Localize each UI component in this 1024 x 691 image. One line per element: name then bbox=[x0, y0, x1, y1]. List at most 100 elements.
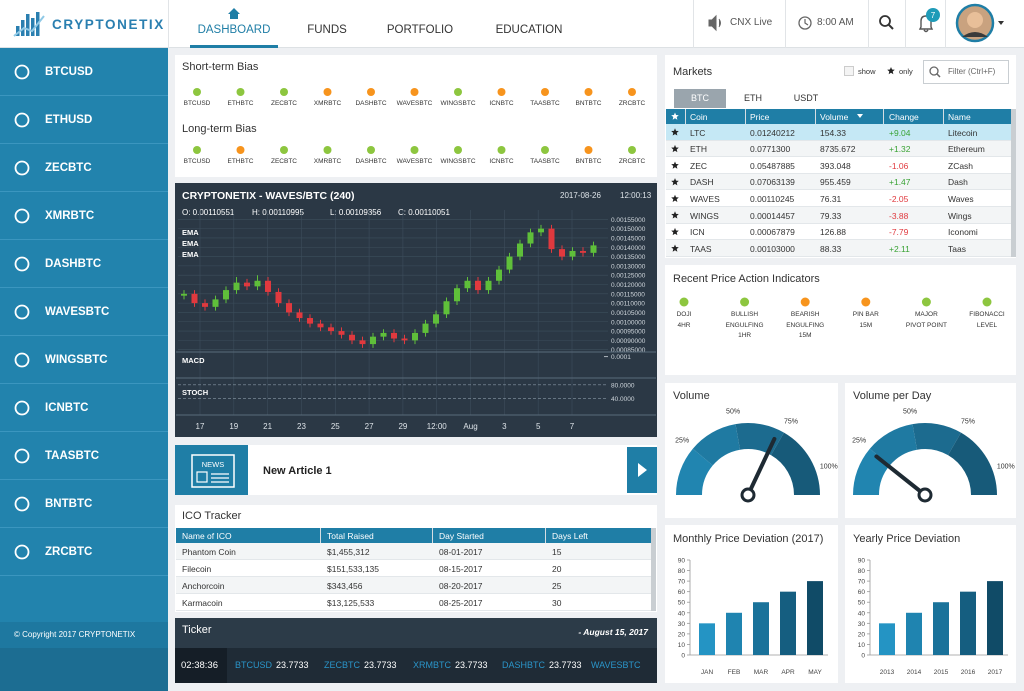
market-tab[interactable]: BTC bbox=[674, 89, 726, 108]
bias-panel bbox=[175, 55, 657, 177]
nav-item[interactable]: EDUCATION bbox=[495, 24, 563, 36]
sidebar-item[interactable]: ZRCBTC bbox=[0, 528, 168, 576]
gauge-title: Volume bbox=[673, 390, 710, 402]
ticker-item[interactable]: ZECBTC 23.7733 bbox=[324, 661, 397, 670]
market-row[interactable] bbox=[666, 223, 1011, 241]
bias-pair: BNTBTC bbox=[575, 100, 602, 107]
filter-placeholder: Filter (Ctrl+F) bbox=[948, 67, 996, 76]
y-tick-label: 0.0001 bbox=[611, 354, 631, 361]
ico-cell: Anchorcoin bbox=[182, 581, 225, 591]
nav-item[interactable]: DASHBOARD bbox=[197, 24, 271, 36]
market-cell: Taas bbox=[948, 243, 966, 254]
ticker-pair: BTCUSD bbox=[235, 660, 273, 670]
sidebar-item[interactable]: BTCUSD bbox=[0, 48, 168, 96]
candle-body bbox=[328, 327, 334, 332]
ticker-item[interactable]: XRMBTC 23.7733 bbox=[413, 661, 488, 670]
article-title[interactable]: New Article 1 bbox=[263, 465, 332, 477]
market-tab-label: ETH bbox=[744, 93, 762, 103]
y-tick-label: 0.00130000 bbox=[611, 263, 646, 270]
ticker-price: 23.7733 bbox=[455, 660, 488, 670]
indicator-label: ENGULFING bbox=[786, 321, 825, 329]
markets-column[interactable]: Name bbox=[948, 112, 971, 122]
sidebar-item[interactable]: WINGSBTC bbox=[0, 336, 168, 384]
candle-body bbox=[338, 331, 345, 335]
time-label: 8:00 AM bbox=[817, 17, 854, 28]
candle-body bbox=[202, 303, 208, 307]
ticker-item[interactable]: WAVESBTC bbox=[591, 661, 641, 670]
indicators-title: Recent Price Action Indicators bbox=[673, 273, 820, 285]
indicators-panel bbox=[665, 265, 1016, 375]
sidebar-item[interactable]: TAASBTC bbox=[0, 432, 168, 480]
markets-column[interactable]: Price bbox=[750, 112, 770, 122]
sidebar-item[interactable]: BNTBTC bbox=[0, 480, 168, 528]
sidebar-footer bbox=[0, 648, 168, 691]
ico-cell: $151,533,135 bbox=[327, 564, 379, 574]
market-cell: -3.88 bbox=[889, 210, 909, 221]
x-tick-label: 27 bbox=[365, 422, 374, 431]
macd-label: MACD bbox=[182, 356, 205, 365]
ico-row[interactable] bbox=[176, 577, 651, 594]
ticker-item[interactable]: BTCUSD 23.7733 bbox=[235, 661, 309, 670]
bias-pair: WINGSBTC bbox=[440, 158, 476, 165]
ticker-item[interactable]: DASHBTC 23.7733 bbox=[502, 661, 582, 670]
gauge-panel bbox=[845, 383, 1016, 518]
nav-item[interactable]: PORTFOLIO bbox=[386, 24, 454, 36]
sidebar-label: ICNBTC bbox=[45, 402, 89, 414]
ico-cell: 08-20-2017 bbox=[439, 581, 483, 591]
ico-row[interactable] bbox=[176, 543, 651, 560]
indicator-label: FIBONACCI bbox=[969, 311, 1005, 318]
market-row[interactable] bbox=[666, 140, 1011, 158]
sidebar-item[interactable]: ZECBTC bbox=[0, 144, 168, 192]
ico-column: Total Raised bbox=[327, 531, 374, 541]
nav-item[interactable]: FUNDS bbox=[307, 24, 347, 36]
market-row[interactable] bbox=[666, 190, 1011, 207]
ico-row[interactable] bbox=[176, 560, 651, 577]
market-row[interactable] bbox=[666, 240, 1011, 257]
candle-body bbox=[590, 245, 597, 253]
market-tab[interactable]: USDT bbox=[780, 89, 832, 108]
market-row[interactable] bbox=[666, 124, 1011, 141]
indicator-label: 4HR bbox=[677, 321, 691, 329]
nav-underline bbox=[190, 45, 278, 48]
show-label: show bbox=[858, 67, 876, 76]
sidebar-item[interactable]: ICNBTC bbox=[0, 384, 168, 432]
sidebar-item[interactable]: DASHBTC bbox=[0, 240, 168, 288]
bias-pair: ZRCBTC bbox=[618, 100, 646, 107]
candle-body bbox=[265, 280, 271, 292]
bias-pair: TAASBTC bbox=[530, 158, 560, 165]
sidebar-label: BTCUSD bbox=[45, 66, 93, 78]
sidebar-label: ETHUSD bbox=[45, 114, 93, 126]
show-checkbox[interactable] bbox=[844, 66, 854, 76]
sidebar-item[interactable]: XMRBTC bbox=[0, 192, 168, 240]
ico-row[interactable] bbox=[176, 594, 651, 611]
indicator-label: EMA bbox=[182, 239, 199, 248]
y-tick-label: 0.00115000 bbox=[611, 291, 645, 298]
live-label[interactable]: CNX Live bbox=[730, 17, 773, 28]
bias-title: Long-term Bias bbox=[182, 123, 257, 135]
sidebar-item[interactable]: WAVESBTC bbox=[0, 288, 168, 336]
market-row[interactable] bbox=[666, 173, 1011, 191]
market-row[interactable] bbox=[666, 207, 1011, 224]
y-tick-label: 0.00150000 bbox=[611, 226, 646, 233]
markets-column[interactable]: Coin bbox=[690, 112, 708, 122]
x-tick-label: Aug bbox=[463, 422, 477, 431]
candle-body bbox=[212, 299, 219, 307]
sidebar-item[interactable]: ETHUSD bbox=[0, 96, 168, 144]
gauge-panel bbox=[665, 383, 838, 518]
candle-body bbox=[475, 280, 481, 291]
candle-body bbox=[349, 334, 355, 341]
ticker-pair: ZECBTC bbox=[324, 660, 360, 670]
y-tick-label: 0.00120000 bbox=[611, 282, 646, 289]
market-cell: WAVES bbox=[690, 193, 720, 204]
markets-column[interactable]: Change bbox=[889, 112, 919, 122]
y-tick-label: 0.00140000 bbox=[611, 245, 646, 252]
market-row[interactable] bbox=[666, 157, 1011, 174]
candle-body bbox=[422, 323, 429, 333]
markets-column[interactable]: Volume bbox=[820, 112, 849, 122]
market-tab[interactable]: ETH bbox=[727, 89, 779, 108]
market-cell: 0.00103000 bbox=[750, 243, 795, 254]
brand[interactable]: CRYPTONETIX bbox=[52, 17, 165, 32]
candle-body bbox=[275, 291, 282, 304]
filter-box[interactable]: Filter (Ctrl+F) bbox=[923, 60, 1009, 84]
